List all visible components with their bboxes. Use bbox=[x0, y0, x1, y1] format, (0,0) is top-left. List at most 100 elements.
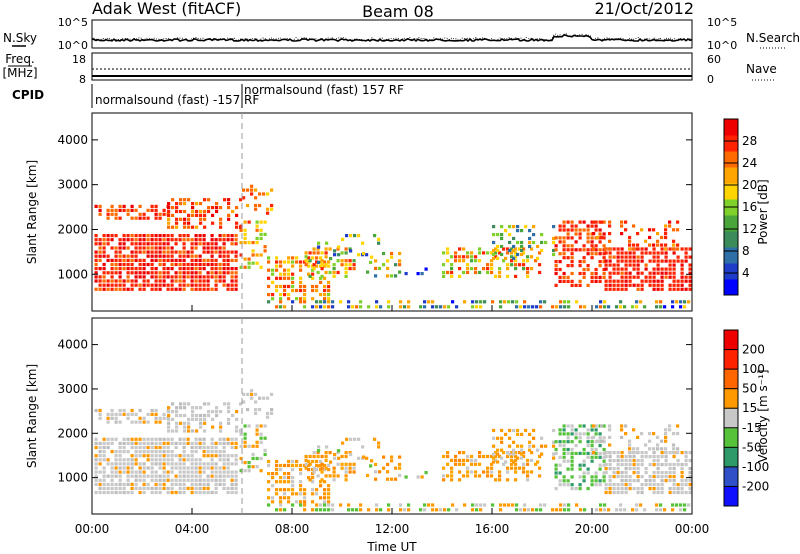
velocity-cell bbox=[162, 482, 166, 486]
power-cell bbox=[635, 300, 639, 304]
velocity-cell bbox=[672, 443, 676, 447]
power-cell bbox=[664, 271, 668, 275]
power-cell bbox=[162, 212, 166, 216]
power-cell bbox=[178, 275, 182, 279]
velocity-cell bbox=[345, 437, 349, 441]
power-cell bbox=[498, 267, 502, 271]
velocity-cell bbox=[207, 402, 211, 406]
velocity-cell bbox=[170, 450, 174, 454]
velocity-cell bbox=[570, 483, 574, 487]
velocity-cell bbox=[348, 462, 352, 466]
power-cell bbox=[607, 305, 611, 309]
power-cell bbox=[367, 305, 371, 309]
power-cell bbox=[150, 242, 154, 246]
velocity-cell bbox=[307, 468, 311, 472]
power-cell bbox=[94, 267, 98, 271]
colorbar-tick-label: -50 bbox=[742, 440, 762, 454]
power-cell bbox=[496, 244, 500, 249]
velocity-cell bbox=[138, 470, 142, 474]
power-cell bbox=[398, 259, 402, 263]
power-cell bbox=[624, 220, 628, 224]
power-cell bbox=[166, 258, 170, 262]
velocity-cell bbox=[664, 455, 668, 459]
velocity-cell bbox=[142, 474, 146, 478]
velocity-cell bbox=[664, 471, 668, 475]
velocity-cell bbox=[668, 428, 672, 432]
power-cell bbox=[154, 234, 158, 238]
velocity-cell bbox=[656, 443, 660, 447]
power-cell bbox=[134, 234, 138, 238]
velocity-cell bbox=[210, 454, 214, 458]
velocity-cell bbox=[608, 467, 612, 471]
power-cell bbox=[183, 198, 187, 202]
power-cell bbox=[311, 284, 315, 289]
power-cell bbox=[199, 213, 203, 217]
velocity-cell bbox=[195, 413, 199, 418]
velocity-cell bbox=[223, 402, 227, 406]
power-cell bbox=[227, 217, 231, 221]
velocity-cell bbox=[582, 471, 586, 475]
velocity-cell bbox=[255, 424, 259, 428]
power-cell bbox=[266, 211, 270, 215]
power-cell bbox=[158, 254, 162, 258]
power-cell bbox=[590, 224, 594, 228]
velocity-cell bbox=[202, 478, 206, 482]
velocity-cell bbox=[362, 455, 366, 459]
velocity-cell bbox=[679, 503, 683, 507]
velocity-cell bbox=[628, 463, 632, 467]
power-cell bbox=[648, 228, 652, 232]
power-cell bbox=[202, 246, 206, 250]
velocity-cell bbox=[214, 470, 218, 474]
power-cell bbox=[538, 263, 542, 267]
power-cell bbox=[575, 300, 579, 304]
power-cell bbox=[94, 238, 98, 242]
power-cell bbox=[532, 225, 536, 229]
velocity-cell bbox=[323, 480, 327, 484]
power-cell bbox=[194, 238, 198, 242]
power-cell bbox=[215, 206, 219, 210]
power-cell bbox=[271, 297, 275, 301]
velocity-cell bbox=[688, 475, 692, 479]
power-cell bbox=[479, 300, 483, 304]
velocity-cell bbox=[138, 478, 142, 482]
velocity-cell bbox=[283, 488, 287, 492]
power-cell bbox=[671, 300, 675, 304]
power-cell bbox=[134, 216, 138, 220]
power-cell bbox=[106, 234, 110, 238]
nave-tick-bottom: 0 bbox=[707, 73, 714, 86]
power-cell bbox=[474, 270, 478, 275]
power-cell bbox=[454, 255, 458, 259]
power-cell bbox=[158, 271, 162, 275]
power-cell bbox=[142, 250, 146, 254]
power-cell bbox=[94, 250, 98, 254]
velocity-cell bbox=[347, 508, 351, 512]
velocity-cell bbox=[162, 486, 166, 490]
power-cell bbox=[230, 258, 234, 262]
power-cell bbox=[315, 256, 319, 260]
velocity-cell bbox=[676, 447, 680, 451]
power-cell bbox=[352, 263, 356, 267]
velocity-cell bbox=[171, 402, 175, 406]
power-cell bbox=[215, 209, 219, 214]
power-cell bbox=[106, 271, 110, 275]
power-cell bbox=[170, 258, 174, 262]
velocity-cell bbox=[558, 440, 562, 444]
power-cell bbox=[608, 263, 612, 267]
power-cell bbox=[126, 262, 130, 267]
velocity-cell bbox=[663, 508, 667, 512]
power-cell bbox=[337, 253, 341, 257]
velocity-cell bbox=[130, 462, 134, 466]
power-cell bbox=[502, 247, 506, 251]
power-cell bbox=[554, 283, 558, 287]
power-cell bbox=[500, 233, 504, 237]
colorbar-segment bbox=[724, 183, 738, 200]
power-cell bbox=[134, 242, 138, 246]
power-cell bbox=[390, 255, 394, 259]
velocity-cell bbox=[175, 406, 179, 410]
power-cell bbox=[166, 250, 170, 254]
velocity-cell bbox=[206, 490, 210, 495]
velocity-cell bbox=[640, 451, 644, 455]
velocity-cell bbox=[316, 451, 320, 455]
power-cell bbox=[134, 258, 138, 262]
